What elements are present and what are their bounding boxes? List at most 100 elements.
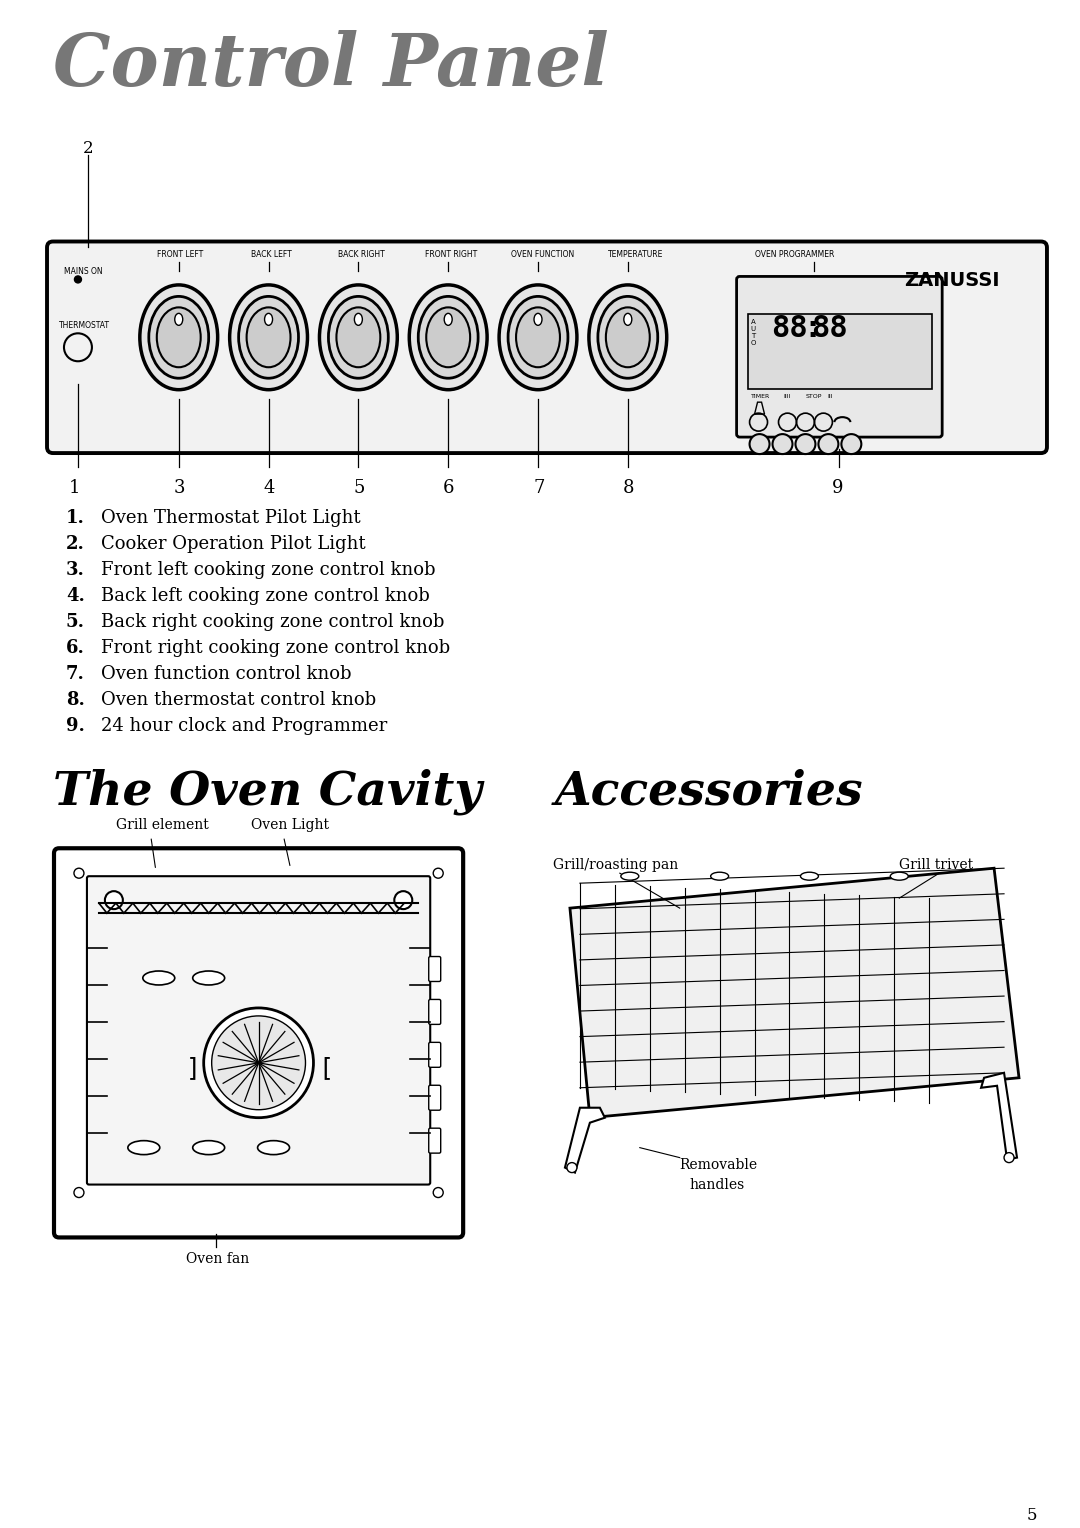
Text: 2.: 2. bbox=[66, 535, 85, 553]
Text: Front left cooking zone control knob: Front left cooking zone control knob bbox=[100, 561, 435, 579]
Text: 88: 88 bbox=[811, 315, 848, 344]
Circle shape bbox=[105, 891, 123, 909]
Text: 4.: 4. bbox=[66, 587, 85, 605]
Ellipse shape bbox=[598, 296, 658, 379]
Text: 6: 6 bbox=[443, 478, 455, 497]
Ellipse shape bbox=[890, 872, 908, 880]
FancyBboxPatch shape bbox=[429, 1085, 441, 1111]
FancyBboxPatch shape bbox=[86, 876, 430, 1184]
Circle shape bbox=[394, 891, 413, 909]
Text: OVEN PROGRAMMER: OVEN PROGRAMMER bbox=[755, 251, 834, 260]
Ellipse shape bbox=[265, 313, 272, 325]
Text: ]: ] bbox=[186, 1056, 201, 1080]
Text: 7.: 7. bbox=[66, 665, 85, 683]
Ellipse shape bbox=[239, 296, 298, 379]
Circle shape bbox=[212, 1016, 306, 1109]
Text: Accessories: Accessories bbox=[555, 769, 864, 814]
Ellipse shape bbox=[589, 284, 666, 390]
Text: 8: 8 bbox=[623, 478, 634, 497]
Text: A
U
T
O: A U T O bbox=[751, 319, 756, 347]
Circle shape bbox=[750, 434, 770, 454]
Ellipse shape bbox=[624, 313, 632, 325]
Circle shape bbox=[204, 1008, 313, 1117]
Ellipse shape bbox=[409, 284, 487, 390]
Text: III: III bbox=[827, 394, 833, 399]
Ellipse shape bbox=[320, 284, 397, 390]
Text: STOP: STOP bbox=[806, 394, 822, 399]
Text: MAINS ON: MAINS ON bbox=[64, 267, 103, 277]
Text: handles: handles bbox=[690, 1178, 745, 1192]
Text: OVEN FUNCTION: OVEN FUNCTION bbox=[511, 251, 575, 260]
FancyBboxPatch shape bbox=[737, 277, 942, 437]
Circle shape bbox=[1004, 1152, 1014, 1163]
FancyBboxPatch shape bbox=[54, 848, 463, 1238]
Text: :: : bbox=[804, 315, 822, 344]
Polygon shape bbox=[981, 1073, 1017, 1160]
Ellipse shape bbox=[149, 296, 208, 379]
Text: 5: 5 bbox=[353, 478, 365, 497]
Text: Back right cooking zone control knob: Back right cooking zone control knob bbox=[100, 613, 444, 631]
Ellipse shape bbox=[328, 296, 389, 379]
Text: THERMOSTAT: THERMOSTAT bbox=[59, 321, 110, 330]
Ellipse shape bbox=[336, 307, 380, 367]
FancyBboxPatch shape bbox=[429, 1128, 441, 1154]
Circle shape bbox=[73, 868, 84, 879]
Ellipse shape bbox=[354, 313, 363, 325]
Text: 5.: 5. bbox=[66, 613, 85, 631]
Text: The Oven Cavity: The Oven Cavity bbox=[53, 769, 482, 814]
Ellipse shape bbox=[427, 307, 470, 367]
Circle shape bbox=[75, 277, 81, 283]
Ellipse shape bbox=[230, 284, 308, 390]
Text: 5: 5 bbox=[1027, 1507, 1038, 1523]
Text: 8.: 8. bbox=[66, 691, 85, 709]
Text: 24 hour clock and Programmer: 24 hour clock and Programmer bbox=[100, 717, 387, 735]
Ellipse shape bbox=[127, 1140, 160, 1155]
Text: 3: 3 bbox=[174, 478, 186, 497]
Text: FRONT RIGHT: FRONT RIGHT bbox=[426, 251, 477, 260]
Text: Oven Thermostat Pilot Light: Oven Thermostat Pilot Light bbox=[100, 509, 361, 527]
Text: 3.: 3. bbox=[66, 561, 85, 579]
Ellipse shape bbox=[621, 872, 638, 880]
Circle shape bbox=[796, 434, 815, 454]
Text: Oven Light: Oven Light bbox=[251, 819, 328, 833]
Text: TIMER: TIMER bbox=[751, 394, 770, 399]
Text: 6.: 6. bbox=[66, 639, 85, 657]
Ellipse shape bbox=[175, 313, 183, 325]
Text: Cooker Operation Pilot Light: Cooker Operation Pilot Light bbox=[100, 535, 365, 553]
Text: Grill/roasting pan: Grill/roasting pan bbox=[553, 859, 678, 872]
Ellipse shape bbox=[499, 284, 577, 390]
Circle shape bbox=[772, 434, 793, 454]
Ellipse shape bbox=[143, 970, 175, 986]
Text: BACK LEFT: BACK LEFT bbox=[251, 251, 292, 260]
Text: 9.: 9. bbox=[66, 717, 85, 735]
Text: Grill element: Grill element bbox=[116, 819, 208, 833]
Text: Oven fan: Oven fan bbox=[186, 1253, 249, 1267]
Text: ZANUSSI: ZANUSSI bbox=[904, 272, 1000, 290]
Ellipse shape bbox=[192, 970, 225, 986]
Circle shape bbox=[819, 434, 838, 454]
Ellipse shape bbox=[418, 296, 478, 379]
Polygon shape bbox=[565, 1108, 605, 1172]
Text: Grill trivet: Grill trivet bbox=[900, 859, 973, 872]
FancyBboxPatch shape bbox=[429, 1042, 441, 1067]
Ellipse shape bbox=[192, 1140, 225, 1155]
Circle shape bbox=[567, 1163, 577, 1172]
Text: 1: 1 bbox=[69, 478, 81, 497]
Ellipse shape bbox=[534, 313, 542, 325]
Ellipse shape bbox=[516, 307, 559, 367]
Bar bbox=[747, 315, 932, 390]
Circle shape bbox=[433, 868, 443, 879]
Text: Removable: Removable bbox=[679, 1158, 758, 1172]
Text: 7: 7 bbox=[534, 478, 544, 497]
Polygon shape bbox=[570, 868, 1020, 1117]
Ellipse shape bbox=[606, 307, 650, 367]
Text: 1.: 1. bbox=[66, 509, 85, 527]
Text: 88: 88 bbox=[771, 315, 808, 344]
Ellipse shape bbox=[800, 872, 819, 880]
Text: Control Panel: Control Panel bbox=[53, 31, 609, 101]
Circle shape bbox=[73, 1187, 84, 1198]
Text: Back left cooking zone control knob: Back left cooking zone control knob bbox=[100, 587, 430, 605]
Text: Front right cooking zone control knob: Front right cooking zone control knob bbox=[100, 639, 450, 657]
Text: [: [ bbox=[319, 1056, 334, 1080]
Text: TEMPERATURE: TEMPERATURE bbox=[608, 251, 663, 260]
